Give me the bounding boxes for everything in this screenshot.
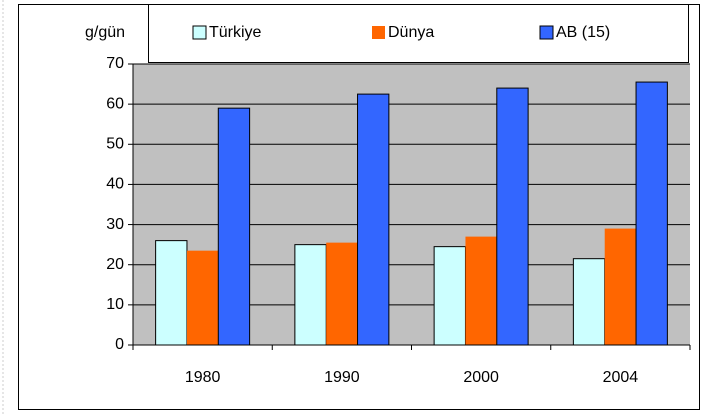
y-tick-label: 50 — [106, 136, 124, 153]
x-tick-label: 1990 — [324, 369, 360, 386]
legend-label: Dünya — [388, 24, 434, 41]
y-tick-label: 20 — [106, 256, 124, 273]
x-tick-label: 1980 — [185, 369, 221, 386]
bar — [357, 93, 390, 346]
bar — [465, 236, 497, 345]
y-tick-label: 10 — [106, 296, 124, 313]
bar — [155, 240, 188, 346]
x-tick-label: 2004 — [603, 369, 639, 386]
y-axis-label: g/gün — [85, 24, 125, 41]
legend-label: AB (15) — [556, 24, 610, 41]
bar — [294, 244, 327, 346]
y-tick-label: 30 — [106, 216, 124, 233]
legend-box — [148, 4, 689, 63]
legend-swatch — [372, 26, 385, 39]
bar — [433, 246, 466, 346]
y-tick-label: 70 — [106, 55, 124, 72]
x-tick-label: 2000 — [463, 369, 499, 386]
legend-swatch — [192, 25, 207, 40]
legend-label: Türkiye — [209, 24, 262, 41]
legend-swatch — [539, 25, 554, 40]
bar — [217, 107, 251, 346]
bar — [635, 81, 668, 346]
y-tick-label: 60 — [106, 95, 124, 112]
bar — [496, 87, 529, 346]
bar — [572, 258, 606, 346]
y-tick-label: 0 — [115, 336, 124, 353]
y-tick-label: 40 — [106, 176, 124, 193]
bar — [604, 228, 637, 345]
bar — [326, 242, 358, 345]
bar — [186, 250, 219, 345]
